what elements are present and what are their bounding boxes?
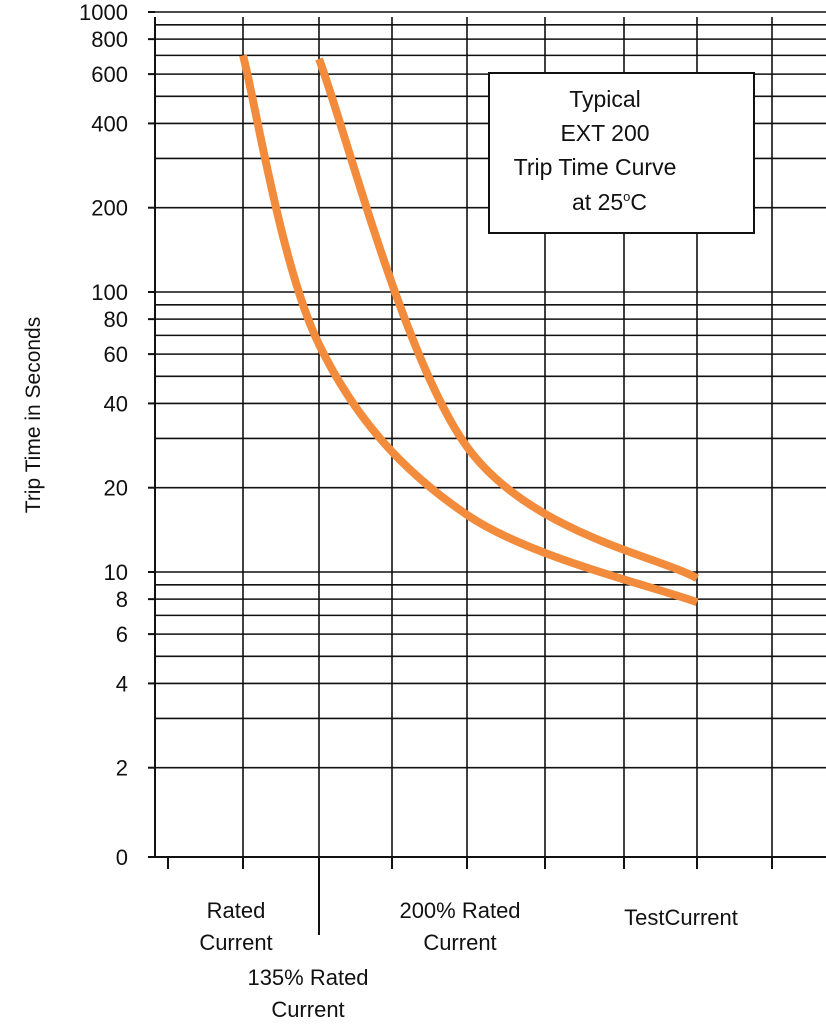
y-tick-label: 8 (116, 587, 128, 612)
y-tick-label: 20 (104, 476, 128, 501)
y-tick-label: 80 (104, 307, 128, 332)
y-tick-label: 800 (91, 27, 128, 52)
trip-curves (239, 54, 699, 606)
y-tick-label: 0 (116, 845, 128, 870)
y-tick-label: 600 (91, 62, 128, 87)
annotation-line-3: Trip Time Curve (514, 154, 677, 180)
trip-curve-1 (239, 54, 699, 606)
annotation-degree: o (623, 189, 630, 204)
x-category-label: Rated Current (199, 898, 272, 955)
annotation-frame (488, 72, 755, 234)
annotation-box: Typical EXT 200 Trip Time Curve at 25oC (488, 72, 755, 234)
y-tick-label: 6 (116, 622, 128, 647)
y-tick-label: 100 (91, 280, 128, 305)
y-tick-label: 40 (104, 391, 128, 416)
annotation-line-1: Typical (569, 86, 641, 112)
trip-curve-2 (315, 57, 699, 582)
x-category-labels: Rated Current 135% Rated Current 200% Rated C… (199, 898, 738, 1022)
x-category-label: TestCurrent (624, 905, 738, 930)
y-tick-label: 1000 (79, 0, 128, 25)
y-axis-title-text: Trip Time in Seconds (22, 317, 45, 513)
annotation-line-2: EXT 200 (560, 120, 649, 146)
y-tick-label: 200 (91, 196, 128, 221)
y-axis-title: Trip Time in Seconds (22, 317, 45, 513)
annotation-unit: C (630, 189, 647, 215)
x-category-label: 200% Rated Current (399, 898, 520, 955)
x-category-label: 135% Rated Current (247, 965, 368, 1022)
annotation-temp: at 25 (572, 189, 623, 215)
y-tick-label: 400 (91, 111, 128, 136)
y-tick-label: 2 (116, 756, 128, 781)
axes (148, 11, 826, 935)
y-tick-label: 60 (104, 342, 128, 367)
y-tick-label: 4 (116, 671, 128, 696)
annotation-line-4: at 25oC (572, 189, 647, 215)
y-tick-label: 10 (104, 560, 128, 585)
